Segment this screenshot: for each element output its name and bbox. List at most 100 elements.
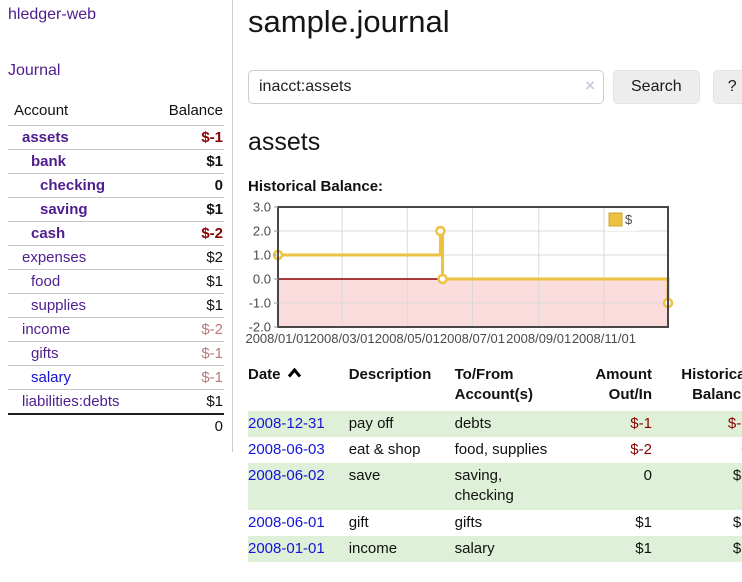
account-balance-cell: $-2: [147, 221, 224, 246]
account-balance-cell: $2: [147, 245, 224, 270]
account-balance-cell: $1: [147, 197, 224, 222]
sidebar-account-link[interactable]: checking: [40, 177, 106, 194]
y-tick-label: 1.0: [253, 248, 271, 263]
brand-link[interactable]: hledger-web: [8, 6, 97, 23]
main-content: sample.journal × Search ? assets Histori…: [233, 0, 742, 562]
account-row: bank $1: [8, 149, 224, 174]
transaction-date-link[interactable]: 2008-06-01: [248, 513, 325, 531]
account-row: gifts $-1: [8, 341, 224, 366]
register-row: 2008-12-31 pay off debts $-1 $-1: [248, 410, 742, 437]
legend-swatch: [608, 212, 623, 227]
account-name-cell: liabilities:debts: [8, 389, 148, 414]
transaction-date-link[interactable]: 2008-06-02: [248, 467, 325, 484]
sidebar-account-link[interactable]: bank: [31, 153, 67, 170]
y-tick-label: -2.0: [249, 320, 271, 335]
x-tick-label: 2008/01/01: [245, 331, 310, 346]
x-tick-label: 2008/09/01: [506, 331, 571, 346]
column-header-text: Amount: [595, 366, 652, 383]
nav-journal-link[interactable]: Journal: [8, 62, 61, 79]
account-name-cell: food: [8, 269, 148, 294]
plot-border: [277, 206, 669, 328]
sidebar-account-link[interactable]: income: [22, 321, 71, 338]
clear-search-icon[interactable]: ×: [585, 76, 595, 95]
sidebar-account-link[interactable]: saving: [40, 201, 88, 218]
accounts-cell: salary: [454, 539, 495, 557]
register-column-header-tofrom: To/From Account(s): [455, 361, 569, 411]
register-row: 2008-01-01 income salary $1 $1: [248, 535, 742, 562]
register-row: 2008-06-03 eat & shop food, supplies $-20: [248, 437, 742, 463]
transaction-date-link[interactable]: 2008-06-03: [248, 440, 325, 458]
account-name-cell: bank: [8, 149, 148, 174]
accounts-total-value: 0: [147, 413, 224, 438]
sidebar-account-link[interactable]: salary: [31, 369, 72, 386]
account-balance-cell: $1: [147, 269, 224, 294]
sidebar-account-link[interactable]: expenses: [22, 249, 87, 266]
accounts-cell: gifts: [454, 513, 483, 531]
account-row: assets $-1: [8, 125, 224, 150]
search-input[interactable]: [248, 70, 604, 104]
account-row: liabilities:debts $1: [8, 389, 224, 414]
sidebar-account-link[interactable]: cash: [31, 225, 66, 242]
accounts-cell: saving, checking: [454, 467, 514, 505]
sidebar-account-link[interactable]: supplies: [31, 297, 87, 314]
transaction-date-link[interactable]: 2008-12-31: [248, 414, 325, 432]
y-tick-label: 0.0: [253, 272, 271, 287]
search-button[interactable]: Search: [613, 70, 700, 104]
date-cell: 2008-06-01: [248, 510, 349, 536]
accounts-cell: debts: [454, 414, 492, 432]
page-title: sample.journal: [248, 4, 450, 39]
description-cell: eat & shop: [348, 440, 421, 458]
account-row: salary $-1: [8, 365, 224, 390]
legend-label: $: [625, 212, 633, 227]
description-cell: gift: [348, 513, 369, 531]
amount-cell: $-2: [630, 440, 652, 458]
sidebar-account-link[interactable]: gifts: [31, 345, 59, 362]
sidebar-account-link[interactable]: assets: [22, 129, 69, 146]
description-cell: pay off: [348, 414, 394, 432]
account-row: saving $1: [8, 197, 224, 222]
accounts-cell: food, supplies: [454, 440, 548, 458]
balance-cell: $1: [732, 539, 742, 557]
register-column-header-amount: Amount Out/In: [569, 361, 654, 411]
transaction-date-link[interactable]: 2008-01-01: [248, 539, 325, 557]
date-cell: 2008-12-31: [248, 411, 349, 437]
account-name-cell: expenses: [8, 245, 148, 270]
help-button[interactable]: ?: [712, 70, 742, 104]
account-balance-cell: $-1: [147, 365, 224, 390]
y-tick-label: 3.0: [253, 200, 271, 215]
column-header-text: Account(s): [454, 386, 533, 404]
date-cell: 2008-06-02: [248, 463, 349, 510]
sidebar-account-link[interactable]: food: [31, 273, 61, 290]
balance-cell: $2: [732, 467, 742, 484]
x-tick-label: 2008/11/01: [572, 331, 636, 346]
account-row: expenses $2: [8, 245, 224, 270]
sidebar-account-link[interactable]: liabilities:debts: [22, 393, 120, 410]
sort-asc-icon: [287, 367, 301, 378]
search-input-wrap: ×: [248, 70, 604, 104]
account-balance-cell: $-1: [147, 341, 224, 366]
date-cell: 2008-01-01: [248, 536, 349, 562]
column-header-text: Description: [348, 366, 432, 383]
account-balance-cell: $1: [147, 293, 224, 318]
accounts-header-account: Account: [14, 102, 69, 119]
column-header-text: Balance: [692, 386, 742, 404]
accounts-table: Account Balance assets $-1 bank $1 checking 0…: [8, 100, 224, 438]
account-balance-cell: 0: [147, 173, 224, 198]
data-point-marker: [437, 273, 448, 285]
account-name-cell: assets: [8, 125, 148, 150]
account-row: checking 0: [8, 173, 224, 198]
sidebar: hledger-web Journal Account Balance asse…: [0, 0, 233, 452]
amount-cell: $1: [635, 539, 652, 557]
x-tick-label: 2008/07/01: [440, 331, 505, 346]
amount-cell: $-1: [630, 414, 652, 432]
register-column-header-date[interactable]: Date: [248, 361, 349, 411]
balance-cell: $2: [732, 513, 742, 531]
account-name-cell: income: [8, 317, 148, 342]
accounts-header-balance: Balance: [168, 102, 223, 119]
account-name-cell: salary: [8, 365, 148, 390]
accounts-total-spacer: [8, 413, 148, 438]
search-form: × Search ?: [248, 70, 742, 104]
account-row: cash $-2: [8, 221, 224, 246]
y-tick-label: -1.0: [249, 296, 271, 311]
